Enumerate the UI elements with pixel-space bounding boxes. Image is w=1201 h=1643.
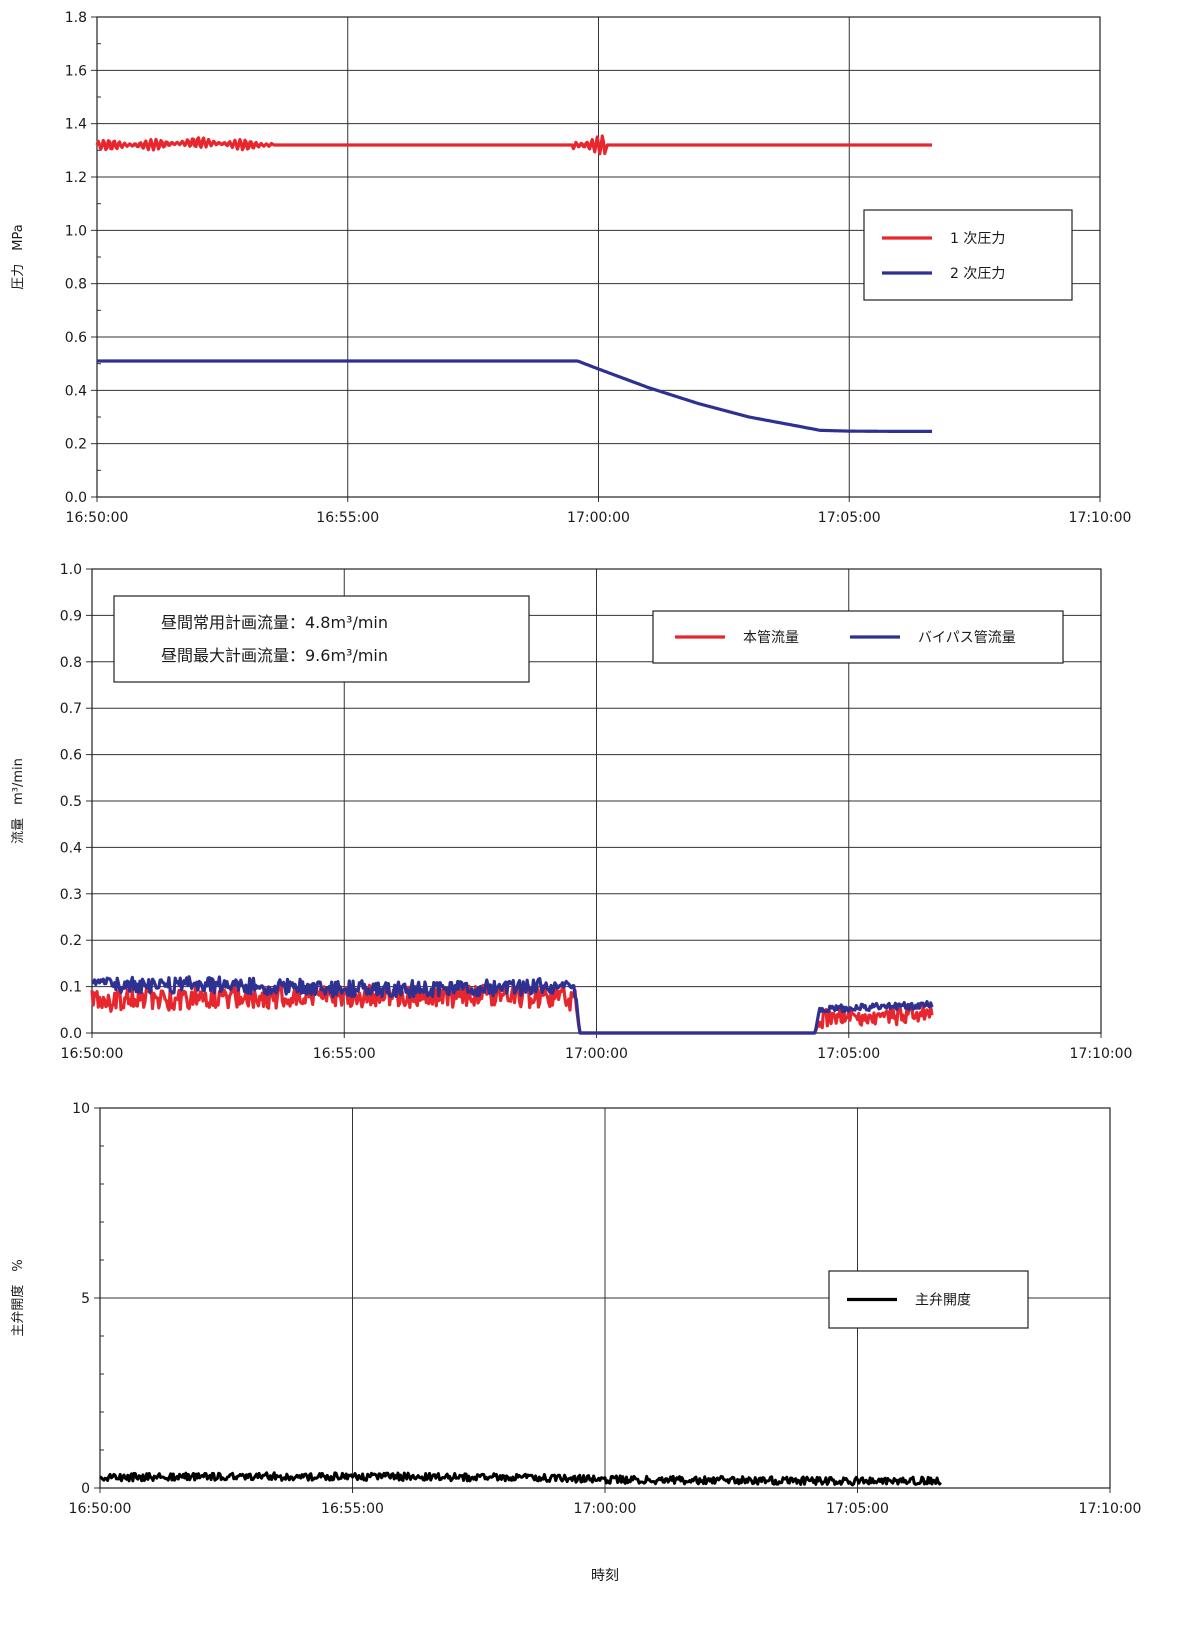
y-tick-label: 0.4 xyxy=(60,840,82,856)
y-tick-label: 0 xyxy=(81,1481,90,1497)
legend-label: 主弁開度 xyxy=(915,1293,971,1309)
y-tick-label: 0.8 xyxy=(60,655,82,671)
plot-frame xyxy=(99,1107,1111,1489)
x-tick-label: 17:05:00 xyxy=(818,510,881,526)
plot-frame xyxy=(96,16,1101,498)
y-tick-label: 1.2 xyxy=(65,170,87,186)
y-tick-label: 1.0 xyxy=(65,223,87,239)
x-tick-label: 17:10:00 xyxy=(1069,510,1132,526)
y-axis-label: 主弁開度 % xyxy=(10,1259,26,1336)
y-tick-label: 1.4 xyxy=(65,117,87,133)
y-axis-label: 圧力 MPa xyxy=(11,224,26,289)
annotation-box xyxy=(113,595,530,683)
annotation-text: 昼間常用計画流量：4.8m³/min xyxy=(161,613,388,632)
x-tick-label: 17:10:00 xyxy=(1070,1046,1133,1062)
y-tick-label: 5 xyxy=(81,1291,90,1307)
legend-box xyxy=(863,209,1073,301)
chart-panel-1: 0.0 0.2 0.4 0.6 0.8 1.0 1.2 1.4 1.6 1.8 16:50:00 16… xyxy=(11,10,1131,526)
series-line-2 xyxy=(96,359,933,433)
y-tick-label: 0.1 xyxy=(60,980,82,996)
chart-panel-2: 0.0 0.1 0.2 0.3 0.4 0.5 0.6 0.7 0.8 0.9 1.0 16:50:0… xyxy=(11,562,1132,1062)
series-line-1 xyxy=(90,983,934,1035)
x-tick-label: 16:55:00 xyxy=(321,1501,384,1517)
y-tick-label: 0.6 xyxy=(60,748,82,764)
x-tick-label: 16:50:00 xyxy=(61,1046,124,1062)
y-tick-label: 0.6 xyxy=(65,330,87,346)
y-axis-label: 流量 m³/min xyxy=(11,758,26,844)
x-tick-label: 16:50:00 xyxy=(66,510,129,526)
y-tick-label: 0.2 xyxy=(65,437,87,453)
y-tick-label: 0.4 xyxy=(65,383,87,399)
series-line-1 xyxy=(95,134,933,156)
y-tick-label: 0.7 xyxy=(60,701,82,717)
y-tick-label: 0.5 xyxy=(60,794,82,810)
legend-label: バイパス管流量 xyxy=(918,630,1016,646)
y-tick-label: 1.6 xyxy=(65,63,87,79)
series-line-1 xyxy=(99,1471,942,1487)
y-tick-label: 1.0 xyxy=(60,562,82,578)
y-tick-label: 0.2 xyxy=(60,933,82,949)
y-tick-label: 0.0 xyxy=(65,490,87,506)
x-axis-label: 時刻 xyxy=(591,1568,619,1584)
x-tick-label: 16:55:00 xyxy=(313,1046,376,1062)
x-tick-label: 17:00:00 xyxy=(574,1501,637,1517)
y-tick-label: 0.9 xyxy=(60,608,82,624)
legend-label: 1 次圧力 xyxy=(950,231,1005,247)
y-tick-label: 10 xyxy=(72,1101,90,1117)
x-tick-label: 16:55:00 xyxy=(316,510,379,526)
x-tick-label: 17:00:00 xyxy=(565,1046,628,1062)
y-tick-label: 0.0 xyxy=(60,1026,82,1042)
legend-label: 本管流量 xyxy=(743,630,799,646)
y-tick-label: 0.8 xyxy=(65,277,87,293)
annotation-text: 昼間最大計画流量：9.6m³/min xyxy=(161,646,388,665)
y-tick-label: 1.8 xyxy=(65,10,87,26)
y-tick-label: 0.3 xyxy=(60,887,82,903)
series-line-2 xyxy=(91,975,934,1035)
x-tick-label: 16:50:00 xyxy=(69,1501,132,1517)
x-tick-label: 17:00:00 xyxy=(567,510,630,526)
legend-label: 2 次圧力 xyxy=(950,266,1005,282)
x-tick-label: 17:05:00 xyxy=(826,1501,889,1517)
x-tick-label: 17:05:00 xyxy=(817,1046,880,1062)
x-tick-label: 17:10:00 xyxy=(1079,1501,1142,1517)
chart-panel-3: 0 5 10 16:50:00 16:55:00 17:00:00 17:05:00 17:1… xyxy=(10,1101,1141,1584)
